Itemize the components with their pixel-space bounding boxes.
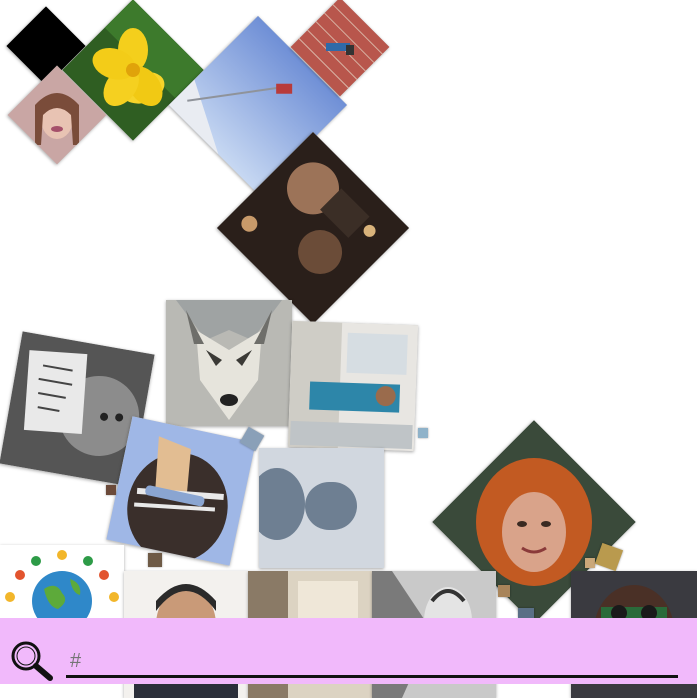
small-avatar[interactable] <box>585 558 595 568</box>
brick-wall-avatar[interactable] <box>290 0 390 97</box>
room-person-avatar[interactable] <box>287 320 419 452</box>
night-selfie-avatar[interactable] <box>216 131 410 325</box>
small-avatar[interactable] <box>518 608 534 618</box>
small-avatar[interactable] <box>418 428 428 438</box>
girl-selfie-avatar[interactable] <box>7 65 107 165</box>
wolf-avatar[interactable] <box>166 300 292 426</box>
dog-with-sign-avatar[interactable] <box>0 331 155 487</box>
cartoon-avatar[interactable] <box>106 416 256 566</box>
small-avatar[interactable] <box>498 585 510 597</box>
search-icon[interactable] <box>6 638 58 682</box>
small-avatar[interactable] <box>106 485 116 495</box>
small-avatar[interactable] <box>148 553 162 567</box>
search-input[interactable] <box>66 648 678 678</box>
search-bar <box>0 618 697 684</box>
default-profile-avatar[interactable] <box>259 448 384 568</box>
kids-around-globe-avatar[interactable] <box>0 545 124 620</box>
